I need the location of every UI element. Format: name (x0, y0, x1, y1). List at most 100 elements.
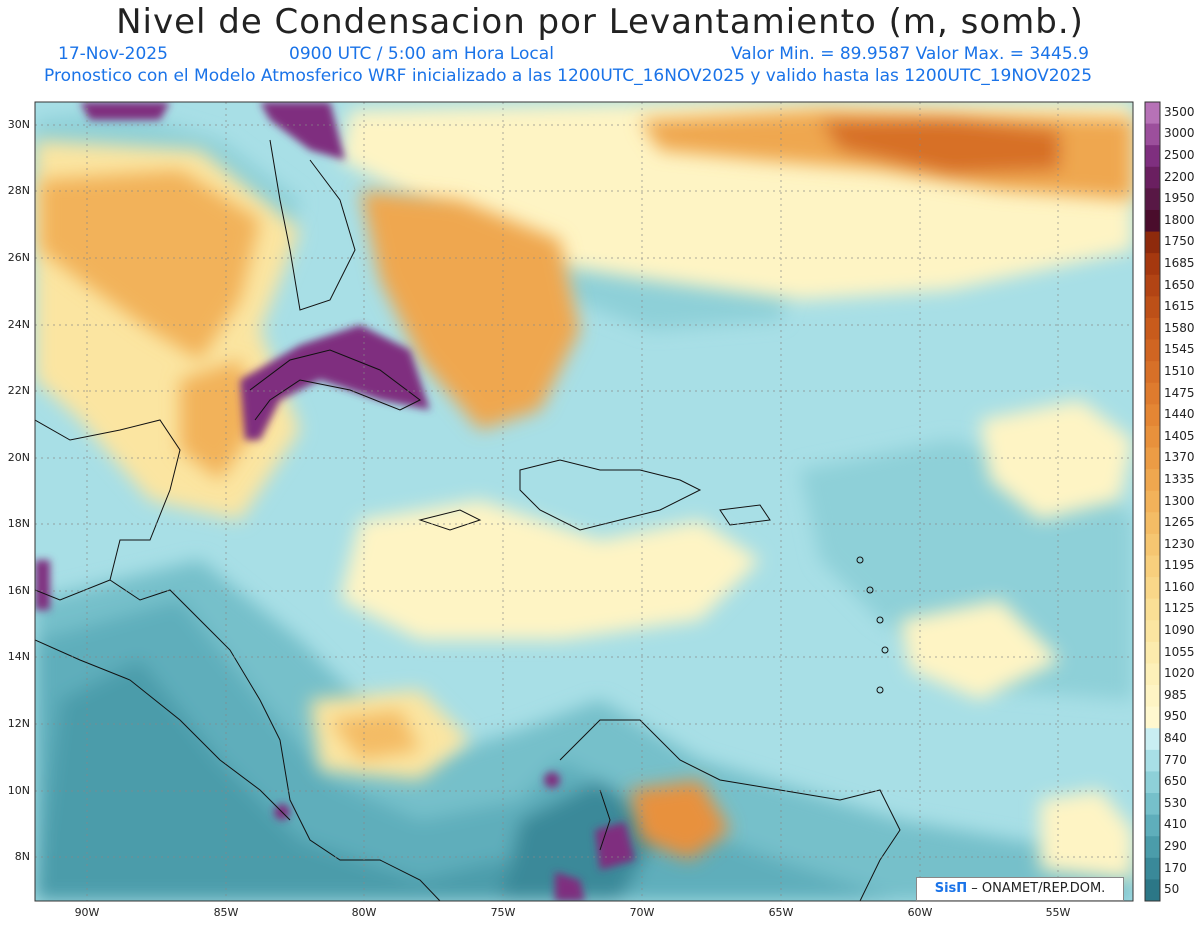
lat-label: 24N (7, 318, 30, 331)
minmax-label: Valor Min. = 89.9587 Valor Max. = 3445.9 (731, 44, 1089, 64)
graticule (35, 102, 1133, 901)
colorbar-label: 1335 (1164, 471, 1195, 486)
lat-label: 16N (7, 584, 30, 597)
colorbar-swatch (1145, 339, 1160, 362)
credit-text: – ONAMET/REP.DOM. (967, 881, 1106, 896)
colorbar-label: 985 (1164, 687, 1187, 702)
map-frame (34, 101, 1134, 902)
colorbar-swatch (1145, 123, 1160, 146)
colorbar-label: 1370 (1164, 450, 1195, 465)
date-label: 17-Nov-2025 (58, 44, 168, 64)
colorbar-label: 1440 (1164, 407, 1195, 422)
colorbar-label: 1090 (1164, 623, 1195, 638)
colorbar-label: 1405 (1164, 428, 1195, 443)
colorbar-swatch (1145, 771, 1160, 794)
colorbar-label: 50 (1164, 882, 1180, 897)
colorbar-swatch (1145, 102, 1160, 125)
colorbar-swatch (1145, 620, 1160, 643)
colorbar-label: 1195 (1164, 558, 1195, 573)
lon-label: 70W (629, 906, 655, 919)
colorbar-label: 1950 (1164, 191, 1195, 206)
colorbar-swatch (1145, 879, 1160, 902)
colorbar-swatch (1145, 447, 1160, 470)
colorbar-label: 770 (1164, 752, 1187, 767)
colorbar-label: 1800 (1164, 212, 1195, 227)
colorbar-swatch (1145, 425, 1160, 449)
lat-label: 28N (7, 184, 30, 197)
colorbar-label: 1055 (1164, 644, 1195, 659)
colorbar-label: 1750 (1164, 234, 1195, 249)
lat-label: 8N (14, 850, 30, 863)
colorbar-swatch (1145, 145, 1160, 168)
colorbar-label: 1230 (1164, 536, 1195, 551)
page-title: Nivel de Condensacion por Levantamiento … (116, 2, 1084, 42)
colorbar-label: 950 (1164, 709, 1187, 724)
colorbar-swatch (1145, 685, 1160, 708)
lon-label: 80W (351, 906, 377, 919)
colorbar-swatch (1145, 577, 1160, 600)
colorbar-label: 2500 (1164, 147, 1195, 162)
colorbar-swatch (1145, 317, 1160, 341)
colorbar-swatch (1145, 533, 1160, 556)
colorbar-swatch (1145, 274, 1160, 297)
time-label: 0900 UTC / 5:00 am Hora Local (289, 44, 554, 64)
colorbar-swatch (1145, 555, 1160, 578)
colorbar-swatch (1145, 231, 1160, 254)
lon-label: 75W (490, 906, 516, 919)
coastlines (35, 139, 901, 901)
colorbar-swatch (1145, 253, 1160, 276)
colorbar-swatch (1145, 361, 1160, 384)
colorbar-label: 530 (1164, 795, 1187, 810)
colorbar-label: 1650 (1164, 277, 1195, 292)
colorbar-swatch (1145, 836, 1160, 859)
colorbar-label: 1300 (1164, 493, 1195, 508)
colorbar-swatch (1145, 188, 1160, 211)
high-lcl-areas (40, 110, 1133, 860)
lon-label: 55W (1045, 906, 1071, 919)
colorbar-swatch (1145, 209, 1160, 233)
colorbar-label: 1020 (1164, 666, 1195, 681)
lon-label: 65W (768, 906, 794, 919)
lat-label: 10N (7, 784, 30, 797)
colorbar-label: 1580 (1164, 320, 1195, 335)
colorbar-swatch (1145, 382, 1160, 405)
lon-label: 90W (74, 906, 100, 919)
colorbar-label: 840 (1164, 731, 1187, 746)
colorbar-swatch (1145, 793, 1160, 816)
colorbar-swatch (1145, 512, 1160, 535)
colorbar-label: 290 (1164, 839, 1187, 853)
colorbar-label: 170 (1164, 860, 1187, 875)
lon-label: 85W (213, 906, 239, 919)
colorbar-label: 1160 (1164, 579, 1195, 594)
colorbar-swatch (1145, 749, 1160, 772)
colorbar-label: 1510 (1164, 363, 1195, 378)
lat-label: 18N (7, 517, 30, 530)
max-lcl-areas (35, 102, 635, 901)
colorbar-label: 2200 (1164, 169, 1195, 184)
lat-label: 12N (7, 717, 30, 730)
forecast-note: Pronostico con el Modelo Atmosferico WRF… (44, 66, 1093, 86)
colorbar-label: 3500 (1164, 104, 1195, 119)
colorbar-frame (1144, 101, 1161, 902)
lat-label: 30N (7, 118, 30, 131)
colorbar-label: 650 (1164, 774, 1187, 789)
colorbar-swatch (1145, 728, 1160, 751)
colorbar-swatch (1145, 641, 1160, 664)
colorbar-label: 3000 (1164, 126, 1195, 141)
colorbar-swatch (1145, 490, 1160, 513)
colorbar-swatch (1145, 166, 1160, 189)
colorbar-label: 410 (1164, 817, 1187, 832)
colorbar-swatch (1145, 663, 1160, 686)
colorbar (1144, 101, 1161, 902)
field-layer (35, 102, 1133, 901)
colorbar-label: 1545 (1164, 342, 1195, 357)
lat-label: 22N (7, 384, 30, 397)
colorbar-label: 1125 (1164, 601, 1195, 616)
colorbar-swatch (1145, 469, 1160, 492)
colorbar-swatch (1145, 598, 1160, 621)
colorbar-label: 1265 (1164, 515, 1195, 530)
lon-label: 60W (907, 906, 933, 919)
credit-brand: SisΠ (934, 881, 968, 896)
colorbar-swatch (1145, 296, 1160, 319)
